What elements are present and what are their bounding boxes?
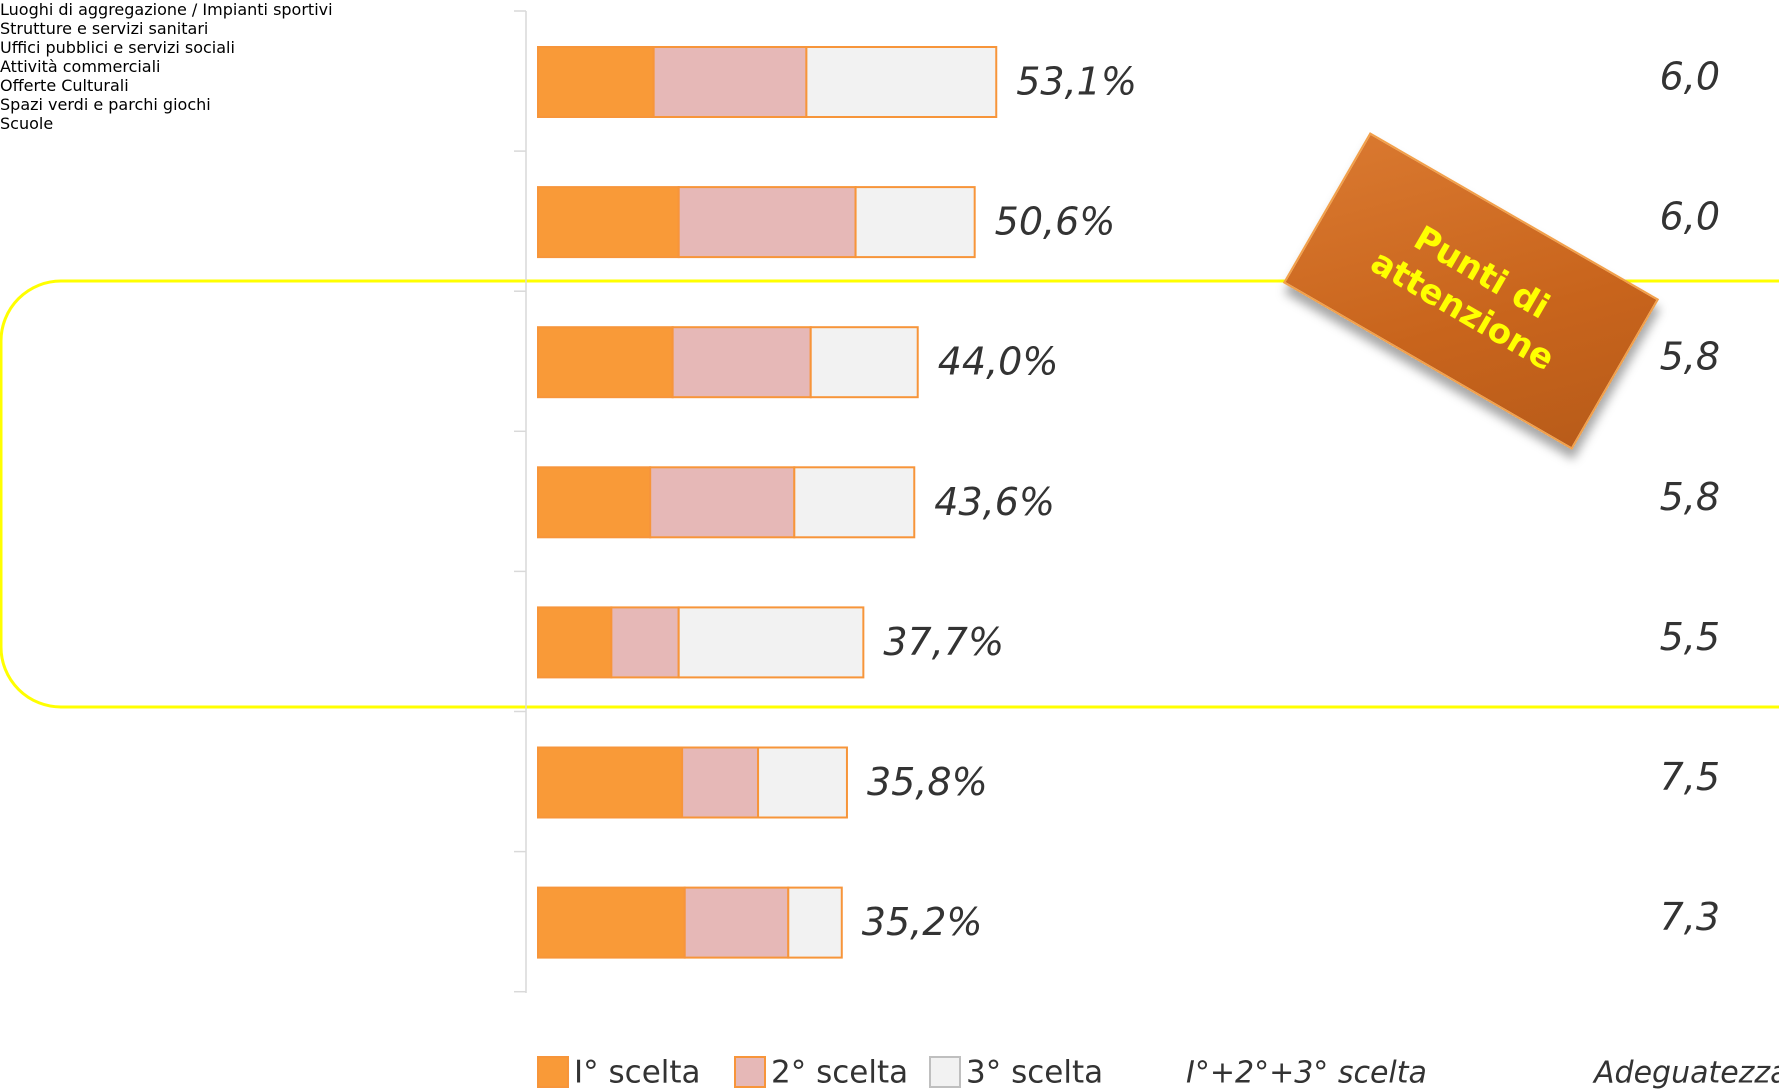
bar-segment	[537, 886, 686, 959]
bar-segment	[854, 186, 976, 259]
bar-segment	[671, 326, 812, 399]
legend-label: I° scelta	[574, 1055, 701, 1091]
bar-segment	[677, 606, 865, 679]
bar-segment	[537, 326, 674, 399]
bar-segment	[683, 886, 790, 959]
bar-segment	[537, 746, 684, 819]
bar-segment	[649, 466, 796, 539]
legend-label: Adeguatezza	[1592, 1056, 1779, 1091]
category-label: Scuole	[0, 114, 54, 133]
bar-segment	[537, 46, 655, 118]
category-label: Offerte Culturali	[0, 76, 129, 95]
category-label: Attività commerciali	[0, 57, 161, 76]
bar-segment	[787, 886, 843, 959]
bar-segment	[809, 326, 919, 399]
bar-segment	[805, 46, 998, 118]
bar-segment	[757, 746, 848, 819]
legend-swatch	[929, 1056, 961, 1088]
bar-segment	[537, 466, 652, 539]
bar-segment	[652, 46, 808, 118]
category-label: Strutture e servizi sanitari	[0, 19, 209, 38]
category-label: Uffici pubblici e servizi sociali	[0, 38, 235, 57]
total-label: 53,1%	[1016, 60, 1137, 104]
adequacy-label: 5,8	[1660, 475, 1720, 519]
category-label: Spazi verdi e parchi giochi	[0, 95, 211, 114]
legend-label: I°+2°+3° scelta	[1186, 1056, 1427, 1091]
bar-segment	[793, 466, 916, 539]
adequacy-label: 7,3	[1660, 895, 1720, 939]
bar-segment	[537, 606, 613, 679]
highlight-frame	[0, 279, 1779, 709]
adequacy-label: 5,8	[1660, 335, 1720, 379]
total-label: 44,0%	[938, 340, 1059, 384]
bar-segment	[681, 746, 760, 819]
bar-segment	[610, 606, 680, 679]
total-label: 50,6%	[995, 200, 1116, 244]
bar-segment	[677, 186, 857, 259]
adequacy-label: 6,0	[1660, 55, 1720, 99]
category-label: Luoghi di aggregazione / Impianti sporti…	[0, 0, 333, 19]
total-label: 37,7%	[883, 620, 1004, 664]
legend-label: 3° scelta	[966, 1055, 1103, 1091]
adequacy-label: 5,5	[1660, 615, 1720, 659]
total-label: 43,6%	[934, 480, 1055, 524]
total-label: 35,2%	[862, 900, 983, 944]
legend-swatch	[537, 1056, 569, 1088]
bar-segment	[537, 186, 680, 259]
adequacy-label: 6,0	[1660, 195, 1720, 239]
total-label: 35,8%	[867, 760, 988, 804]
legend-swatch	[734, 1056, 766, 1088]
legend-label: 2° scelta	[771, 1055, 908, 1091]
adequacy-label: 7,5	[1660, 755, 1720, 799]
